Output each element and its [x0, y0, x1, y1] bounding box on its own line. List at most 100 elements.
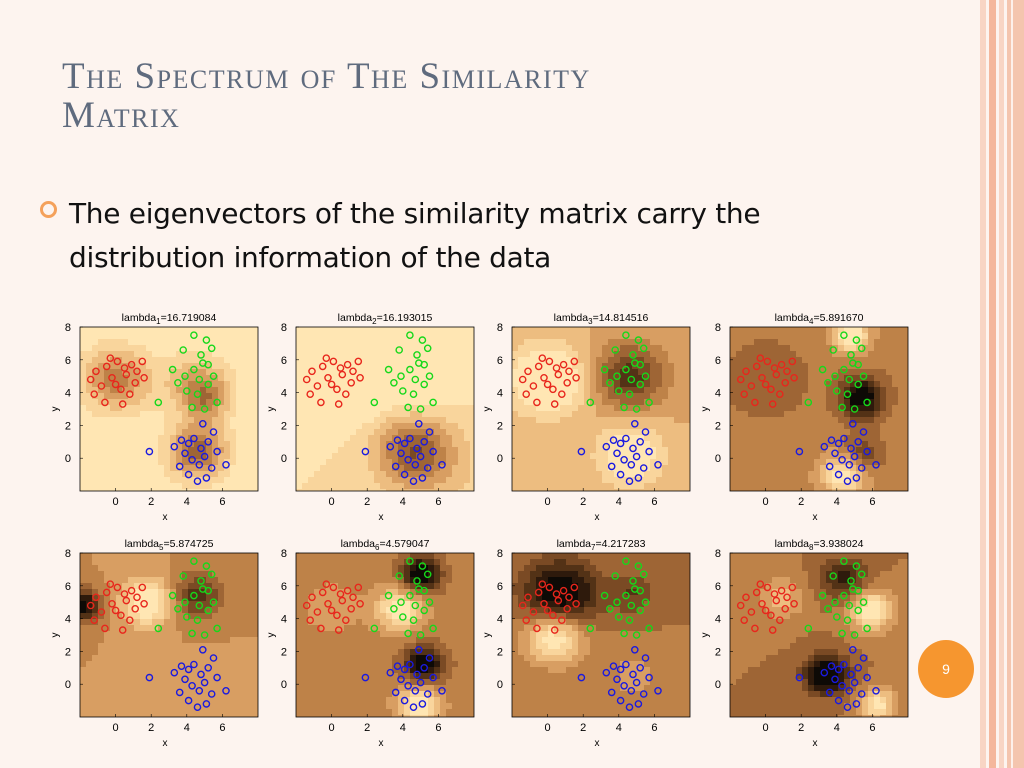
- contour-cell: [332, 483, 339, 490]
- contour-cell: [838, 381, 845, 388]
- contour-cell: [206, 583, 213, 590]
- plot-frame: [79, 552, 259, 718]
- contour-cell: [862, 399, 869, 406]
- contour-cell: [440, 453, 447, 460]
- contour-cell: [146, 619, 153, 626]
- contour-cell: [92, 625, 99, 632]
- contour-cell: [880, 483, 887, 490]
- contour-cell: [808, 459, 815, 466]
- contour-cell: [116, 583, 123, 590]
- y-tick-label: 4: [715, 388, 721, 400]
- contour-cell: [470, 339, 474, 346]
- contour-cell: [122, 483, 129, 490]
- scatter-point: [324, 374, 332, 382]
- contour-cell: [470, 435, 474, 442]
- contour-cell: [512, 375, 519, 382]
- contour-cell: [122, 655, 129, 662]
- contour-cell: [92, 345, 99, 352]
- contour-cell: [730, 375, 737, 382]
- contour-cell: [344, 465, 351, 472]
- contour-cell: [784, 465, 791, 472]
- contour-cell: [736, 447, 743, 454]
- contour-cell: [524, 363, 531, 370]
- contour-cell: [134, 489, 141, 491]
- contour-cell: [176, 583, 183, 590]
- contour-cell: [814, 471, 821, 478]
- contour-cell: [778, 453, 785, 460]
- contour-cell: [80, 685, 87, 692]
- contour-cell: [422, 489, 429, 491]
- contour-cell: [98, 393, 105, 400]
- contour-cell: [224, 447, 231, 454]
- scatter-point: [197, 670, 205, 679]
- contour-cell: [218, 655, 225, 662]
- contour-cell: [152, 477, 159, 484]
- contour-cell: [892, 465, 899, 472]
- contour-cell: [128, 619, 135, 626]
- contour-cell: [332, 559, 339, 566]
- contour-cell: [536, 477, 543, 484]
- plot-frame: [79, 326, 259, 492]
- contour-cell: [554, 363, 561, 370]
- contour-cell: [302, 571, 309, 578]
- contour-cell: [904, 459, 908, 466]
- contour-cell: [326, 483, 333, 490]
- contour-cell: [766, 351, 773, 358]
- contour-cell: [422, 357, 429, 364]
- contour-cell: [218, 565, 225, 572]
- contour-cell: [626, 327, 633, 334]
- decor-stripe: [989, 0, 996, 768]
- contour-cell: [326, 625, 333, 632]
- contour-cell: [778, 471, 785, 478]
- contour-cell: [844, 465, 851, 472]
- contour-cell: [134, 673, 141, 680]
- contour-cell: [766, 357, 773, 364]
- contour-cell: [320, 715, 327, 717]
- scatter-point: [838, 455, 846, 464]
- x-tick-label: 0: [113, 496, 119, 508]
- contour-cell: [566, 351, 573, 358]
- scatter-point: [138, 357, 147, 366]
- contour-cell: [356, 619, 363, 626]
- contour-cell: [826, 453, 833, 460]
- contour-cell: [314, 553, 321, 560]
- contour-cell: [464, 435, 471, 442]
- plot-title-subscript: 1: [156, 317, 161, 326]
- contour-cell: [874, 483, 881, 490]
- contour-cell: [248, 685, 255, 692]
- contour-cell: [674, 417, 681, 424]
- contour-cell: [182, 489, 189, 491]
- contour-cell: [766, 465, 773, 472]
- contour-cell: [626, 363, 633, 370]
- contour-cell: [320, 703, 327, 710]
- contour-cell: [80, 333, 87, 340]
- contour-cell: [766, 435, 773, 442]
- scatter-point: [190, 365, 198, 374]
- contour-cell: [134, 625, 141, 632]
- contour-cell: [596, 369, 603, 376]
- contour-cell: [452, 453, 459, 460]
- contour-cell: [862, 363, 869, 370]
- contour-cell: [898, 483, 905, 490]
- contour-cell: [778, 405, 785, 412]
- contour-cell: [98, 697, 105, 704]
- contour-cell: [242, 393, 249, 400]
- contour-cell: [578, 465, 585, 472]
- contour-cell: [110, 435, 117, 442]
- contour-cell: [760, 459, 767, 466]
- contour-cell: [608, 363, 615, 370]
- contour-cell: [92, 715, 99, 717]
- scatter-point: [117, 385, 125, 394]
- scatter-point: [400, 470, 409, 479]
- contour-cell: [404, 345, 411, 352]
- scatter-point: [342, 390, 350, 398]
- contour-cell: [440, 333, 447, 340]
- contour-cell: [194, 393, 201, 400]
- contour-cell: [620, 363, 627, 370]
- contour-cell: [338, 553, 345, 560]
- contour-cell: [386, 345, 393, 352]
- contour-cell: [320, 327, 327, 334]
- contour-cell: [772, 417, 779, 424]
- contour-cell: [218, 453, 225, 460]
- contour-cell: [164, 679, 171, 686]
